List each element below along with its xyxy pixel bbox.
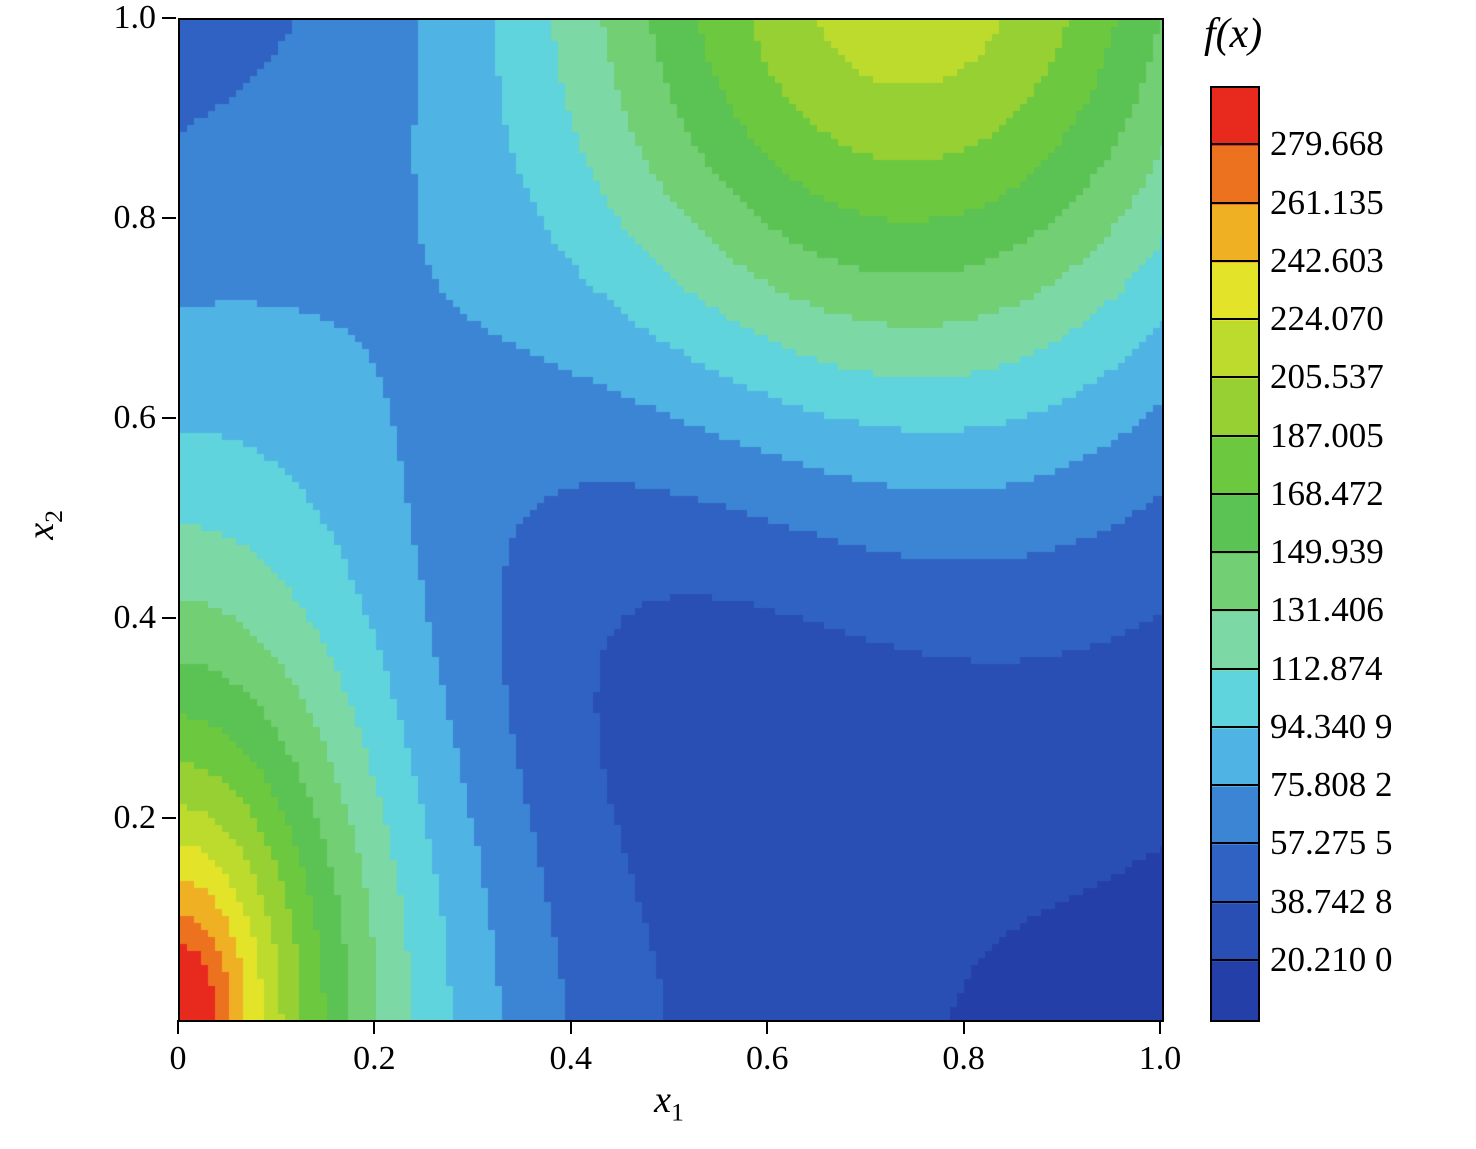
colorbar-tick-label: 261.135 bbox=[1270, 182, 1384, 222]
colorbar-boundary-line bbox=[1210, 201, 1260, 204]
x-tick-label: 0.6 bbox=[745, 1040, 789, 1077]
colorbar-boundary-line bbox=[1210, 143, 1260, 146]
y-tick-mark bbox=[162, 17, 176, 19]
x-axis-label: x1 bbox=[178, 1078, 1160, 1128]
colorbar-tick-label: 224.070 bbox=[1270, 299, 1384, 338]
y-tick-label: 1.0 bbox=[113, 0, 157, 36]
x-axis-label-subscript: 1 bbox=[670, 1097, 684, 1127]
y-tick-label: 0.8 bbox=[113, 199, 157, 236]
colorbar-tick-label: 279.668 bbox=[1270, 124, 1384, 164]
colorbar-segment bbox=[1212, 379, 1258, 438]
colorbar-segment bbox=[1212, 670, 1258, 729]
y-axis-label-subscript: 2 bbox=[38, 509, 68, 523]
x-tick-mark bbox=[177, 1020, 179, 1034]
x-tick-mark bbox=[766, 1020, 769, 1034]
contour-plot-canvas bbox=[180, 20, 1162, 1020]
colorbar-tick-label: 187.005 bbox=[1270, 415, 1384, 455]
x-tick-label: 0.2 bbox=[353, 1040, 396, 1077]
colorbar-tick-label: 112.874 bbox=[1270, 648, 1383, 688]
y-tick-mark bbox=[162, 817, 176, 819]
y-tick-mark bbox=[162, 617, 176, 619]
colorbar-segment bbox=[1212, 845, 1258, 904]
colorbar-segment bbox=[1212, 262, 1258, 321]
colorbar-tick-label: 75.808 2 bbox=[1270, 765, 1393, 804]
y-axis-label: x2 bbox=[19, 475, 69, 575]
colorbar-tick-label: 20.210 0 bbox=[1270, 939, 1393, 979]
colorbar-boundary-line bbox=[1210, 376, 1260, 379]
colorbar-segment bbox=[1212, 437, 1258, 496]
x-tick-label: 0.8 bbox=[942, 1040, 985, 1077]
colorbar-segment bbox=[1212, 728, 1258, 787]
colorbar-tick-label: 38.742 8 bbox=[1270, 881, 1393, 921]
colorbar-boundary-line bbox=[1210, 434, 1260, 437]
colorbar-segment bbox=[1212, 495, 1258, 554]
colorbar-boundary-line bbox=[1210, 958, 1260, 961]
colorbar-segment bbox=[1212, 961, 1258, 1020]
colorbar-segment bbox=[1212, 554, 1258, 613]
colorbar-segment bbox=[1212, 204, 1258, 263]
colorbar-boundary-line bbox=[1210, 609, 1260, 612]
colorbar-boundary-line bbox=[1210, 259, 1260, 262]
colorbar-tick-label: 242.603 bbox=[1270, 240, 1384, 280]
colorbar-segment bbox=[1212, 146, 1258, 205]
x-tick-mark bbox=[1159, 1020, 1161, 1034]
plot-frame bbox=[178, 18, 1164, 1022]
colorbar-boundary-line bbox=[1210, 667, 1260, 670]
x-tick-label: 1.0 bbox=[1138, 1040, 1182, 1077]
x-tick-mark bbox=[962, 1020, 965, 1034]
colorbar-tick-label: 131.406 bbox=[1270, 590, 1384, 630]
colorbar-boundary-line bbox=[1210, 492, 1260, 495]
colorbar-title: f(x) bbox=[1204, 11, 1263, 57]
colorbar-segment bbox=[1212, 612, 1258, 671]
colorbar-tick-label: 205.537 bbox=[1270, 357, 1384, 397]
colorbar-boundary-line bbox=[1210, 551, 1260, 553]
y-tick-label: 0.6 bbox=[113, 399, 157, 436]
x-axis-label-base: x bbox=[654, 1079, 671, 1121]
colorbar-tick-label: 168.472 bbox=[1270, 473, 1384, 513]
colorbar-tick-label: 94.340 9 bbox=[1270, 706, 1393, 746]
colorbar-segment bbox=[1212, 787, 1258, 846]
colorbar-boundary-line bbox=[1210, 784, 1260, 786]
x-tick-mark bbox=[569, 1020, 572, 1034]
x-tick-mark bbox=[373, 1020, 376, 1034]
x-tick-label: 0 bbox=[169, 1040, 187, 1077]
x-tick-label: 0.4 bbox=[549, 1040, 593, 1077]
colorbar-segment bbox=[1212, 903, 1258, 962]
colorbar-boundary-line bbox=[1210, 900, 1260, 903]
colorbar bbox=[1210, 86, 1260, 1022]
y-tick-mark bbox=[162, 417, 176, 419]
colorbar-boundary-line bbox=[1210, 842, 1260, 845]
y-tick-mark bbox=[162, 217, 176, 219]
y-tick-label: 0.4 bbox=[113, 599, 157, 636]
colorbar-segment bbox=[1212, 321, 1258, 380]
y-axis-label-base: x bbox=[20, 522, 63, 540]
colorbar-boundary-line bbox=[1210, 725, 1260, 728]
y-tick-label: 0.2 bbox=[113, 799, 157, 836]
colorbar-tick-label: 149.939 bbox=[1270, 532, 1384, 571]
colorbar-boundary-line bbox=[1210, 318, 1260, 320]
colorbar-segment bbox=[1212, 88, 1258, 147]
colorbar-tick-label: 57.275 5 bbox=[1270, 823, 1393, 863]
